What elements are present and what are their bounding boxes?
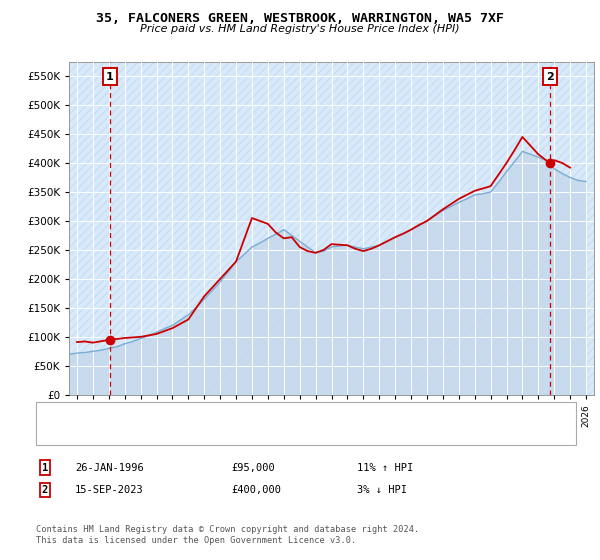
Text: £95,000: £95,000	[231, 463, 275, 473]
Text: 2: 2	[546, 72, 553, 82]
Text: 1: 1	[106, 72, 114, 82]
Text: 35, FALCONERS GREEN, WESTBROOK, WARRINGTON, WA5 7XF: 35, FALCONERS GREEN, WESTBROOK, WARRINGT…	[96, 12, 504, 25]
Text: HPI: Average price, detached house, Warrington: HPI: Average price, detached house, Warr…	[81, 428, 351, 438]
Text: 26-JAN-1996: 26-JAN-1996	[75, 463, 144, 473]
Text: 35, FALCONERS GREEN, WESTBROOK, WARRINGTON, WA5 7XF (detached house): 35, FALCONERS GREEN, WESTBROOK, WARRINGT…	[81, 409, 481, 419]
Text: Price paid vs. HM Land Registry's House Price Index (HPI): Price paid vs. HM Land Registry's House …	[140, 24, 460, 34]
Text: 1: 1	[42, 463, 48, 473]
Text: Contains HM Land Registry data © Crown copyright and database right 2024.
This d: Contains HM Land Registry data © Crown c…	[36, 525, 419, 545]
Text: 11% ↑ HPI: 11% ↑ HPI	[357, 463, 413, 473]
Text: 15-SEP-2023: 15-SEP-2023	[75, 485, 144, 495]
Text: 3% ↓ HPI: 3% ↓ HPI	[357, 485, 407, 495]
Text: £400,000: £400,000	[231, 485, 281, 495]
Text: 2: 2	[42, 485, 48, 495]
